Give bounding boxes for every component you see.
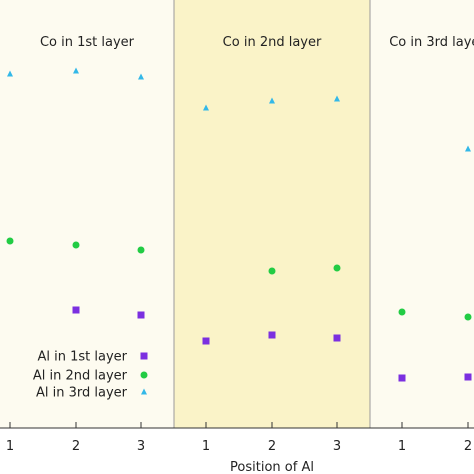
x-tick-label: 2 [464,439,472,454]
data-point-series-3 [7,70,13,77]
data-point-series-1 [464,373,472,381]
x-tick-label: 3 [333,439,341,454]
legend-marker-2 [140,371,148,379]
x-tick-label: 1 [202,439,210,454]
data-point-series-2 [398,308,406,316]
data-point-series-2 [137,246,145,254]
legend-label-3: Al in 3rd layer [36,386,128,401]
x-axis-label: Position of Al [230,460,314,474]
data-point-series-3 [138,73,144,80]
data-point-series-1 [398,374,406,382]
data-point-series-1 [268,331,276,339]
x-tick-label: 1 [398,439,406,454]
data-point-series-2 [333,264,341,272]
x-tick-label: 2 [72,439,80,454]
data-point-series-2 [268,267,276,275]
data-point-series-1 [72,306,80,314]
legend-marker-1 [140,352,148,360]
x-tick-label: 1 [6,439,14,454]
data-point-series-2 [6,237,14,245]
data-point-series-3 [465,145,471,152]
legend-label-1: Al in 1st layer [37,350,127,365]
panel-background-3 [370,0,474,428]
panel-label-2: Co in 2nd layer [223,35,322,50]
x-tick-label: 3 [137,439,145,454]
panel-background-2 [174,0,370,428]
data-point-series-1 [137,311,145,319]
legend-marker-3 [141,388,147,395]
x-tick-label: 2 [268,439,276,454]
data-point-series-2 [464,313,472,321]
data-point-series-1 [202,337,210,345]
data-point-series-3 [334,95,340,102]
data-point-series-3 [269,97,275,104]
panel-label-3: Co in 3rd layer [389,35,474,50]
data-point-series-3 [203,104,209,111]
data-point-series-3 [73,67,79,74]
panel-label-1: Co in 1st layer [40,35,135,50]
data-point-series-2 [72,241,80,249]
legend-label-2: Al in 2nd layer [33,369,128,384]
data-point-series-1 [333,334,341,342]
